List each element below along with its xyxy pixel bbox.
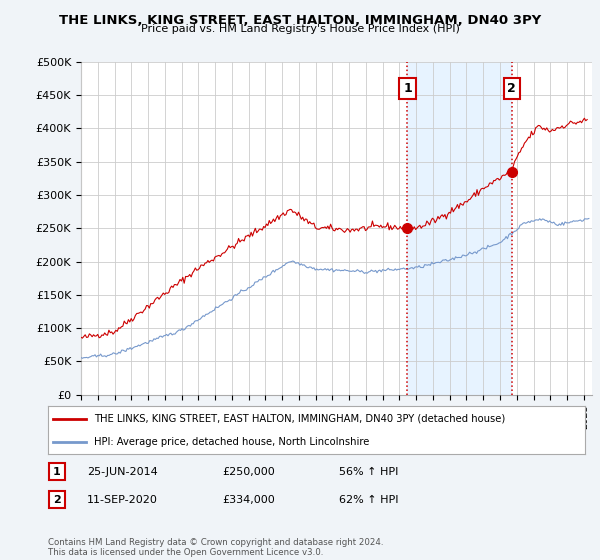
Text: 25-JUN-2014: 25-JUN-2014 (87, 466, 158, 477)
Text: £334,000: £334,000 (222, 494, 275, 505)
Text: £250,000: £250,000 (222, 466, 275, 477)
Bar (407, 62, 512, 395)
Text: 1: 1 (403, 82, 412, 95)
Text: 62% ↑ HPI: 62% ↑ HPI (339, 494, 398, 505)
Text: 1: 1 (53, 466, 61, 477)
Text: THE LINKS, KING STREET, EAST HALTON, IMMINGHAM, DN40 3PY (detached house): THE LINKS, KING STREET, EAST HALTON, IMM… (94, 414, 505, 424)
Text: 2: 2 (53, 494, 61, 505)
Text: 2: 2 (508, 82, 516, 95)
Text: 11-SEP-2020: 11-SEP-2020 (87, 494, 158, 505)
Text: 56% ↑ HPI: 56% ↑ HPI (339, 466, 398, 477)
Text: THE LINKS, KING STREET, EAST HALTON, IMMINGHAM, DN40 3PY: THE LINKS, KING STREET, EAST HALTON, IMM… (59, 14, 541, 27)
Text: Contains HM Land Registry data © Crown copyright and database right 2024.
This d: Contains HM Land Registry data © Crown c… (48, 538, 383, 557)
Text: HPI: Average price, detached house, North Lincolnshire: HPI: Average price, detached house, Nort… (94, 437, 369, 447)
Text: Price paid vs. HM Land Registry's House Price Index (HPI): Price paid vs. HM Land Registry's House … (140, 24, 460, 34)
